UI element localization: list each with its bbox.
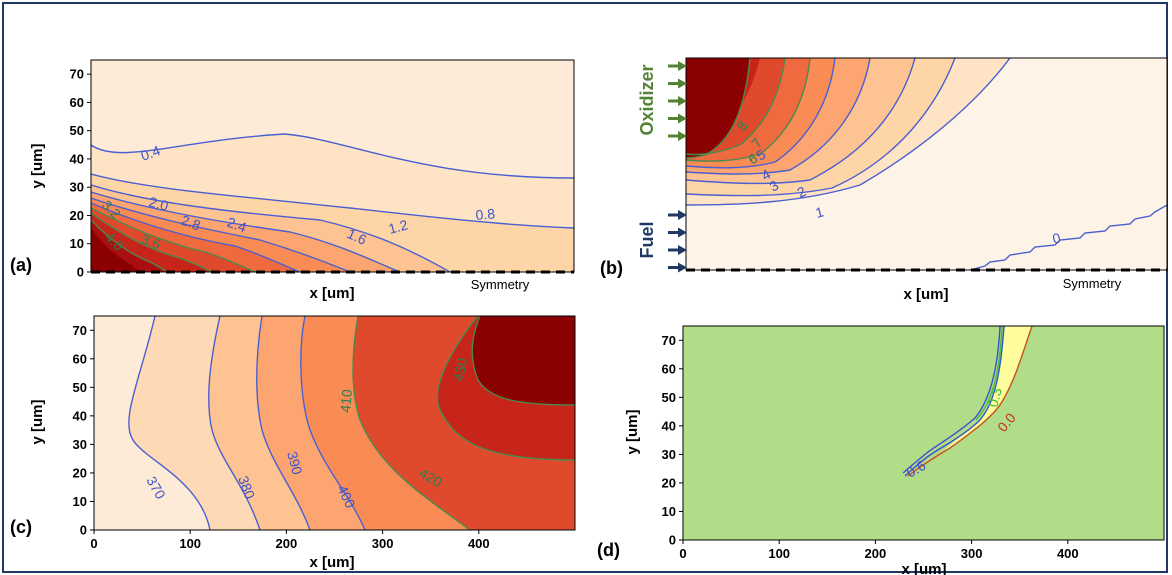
panel-d-y-tick-label: 20 [662,475,676,490]
panel-d-axes-frame [682,325,1165,541]
fuel-arrow-icon [668,262,687,273]
panel-c-y-label: y [um] [29,399,46,444]
panel-d-y-tick-label: 70 [662,333,676,348]
fuel-arrow-icon [668,227,687,238]
panel-a-contour-label: 2.0 [147,193,170,214]
panel-a-contour-lines [91,133,574,272]
panel-c-label: (c) [10,517,32,537]
panel-b-label: (b) [600,258,623,278]
panel-a-y-label: y [um] [29,143,46,188]
panel-c-x-tick-label: 100 [179,536,201,551]
panel-a-contour-label: 3.6 [139,231,163,253]
panel-a-contour-label: 0.8 [475,205,496,223]
panel-b-contour-lines [686,58,1167,270]
panel-c-y-tick-label: 40 [73,408,87,423]
panel-c-x-tick-label: 0 [90,536,97,551]
panel-c-x-label: x [um] [310,554,355,571]
panel-b-inlet-arrows [668,61,687,273]
panel-b: 0 1 2 3 4 5 6 7 8 Oxidizer Fuel x [um] (… [600,57,1168,303]
panel-a-x-label: x [um] [310,285,355,302]
panel-c-contour-label: 380 [235,474,258,502]
panel-c-x-tick-label: 400 [468,536,490,551]
fuel-label: Fuel [637,221,657,258]
oxidizer-arrow-icon [668,131,687,141]
panel-a-y-tick-label: 70 [70,67,84,82]
panel-a-y-tick-label: 10 [70,236,84,251]
oxidizer-arrow-icon [668,96,687,106]
panel-c-x-tick-label: 300 [372,536,394,551]
panel-a-contour-label: 0.4 [139,142,163,164]
panel-d-y-tick-label: 30 [662,447,676,462]
panel-d-y-tick-label: 10 [662,504,676,519]
panel-a-y-ticks: 0 10 20 30 40 50 60 70 [70,67,91,280]
panel-d-x-tick-label: 300 [961,546,983,561]
panel-a-y-tick-label: 20 [70,208,84,223]
panel-b-contour-label: 0 [1051,229,1063,247]
panel-d-ticks: 0 10 20 30 40 50 60 70 0 100 200 300 400 [662,333,1079,561]
panel-b-symmetry-label: Symmetry [1063,276,1122,291]
panel-d-x-tick-label: 200 [865,546,887,561]
panel-c-contour-fill [94,316,575,530]
panel-d-contour-fill [683,326,1164,540]
oxidizer-label: Oxidizer [637,64,657,135]
panel-d-label: (d) [597,540,620,560]
fuel-arrow-icon [668,245,687,255]
panel-a-y-tick-label: 30 [70,180,84,195]
fuel-arrow-icon [668,210,687,220]
panel-d-contour-label: 0.3 [984,386,1005,409]
panel-c-contour-label: 410 [337,388,355,413]
panel-a-contour-fill [91,60,574,272]
panel-a-label: (a) [10,255,32,275]
panel-c-y-tick-label: 70 [73,323,87,338]
panel-a-y-tick-label: 40 [70,151,84,166]
panel-c-y-tick-label: 10 [73,494,87,509]
panel-c-y-tick-label: 30 [73,437,87,452]
oxidizer-arrow-icon [668,113,687,124]
panel-a-contour-label: 1.6 [345,225,370,248]
panel-c-axes-frame [93,315,576,531]
panel-d-y-tick-label: 40 [662,418,676,433]
panel-d-y-label: y [um] [624,409,641,454]
panel-b-x-label: x [um] [904,286,949,303]
panel-a-contour-label: 2.4 [225,214,249,236]
panel-c-ticks: 0 10 20 30 40 50 60 70 0 100 200 300 400 [73,323,490,551]
panel-d-y-tick-label: 50 [662,390,676,405]
panel-c-y-tick-label: 20 [73,465,87,480]
panel-d-x-tick-label: 0 [679,546,686,561]
panel-c-y-tick-label: 50 [73,380,87,395]
panel-d-x-tick-label: 400 [1057,546,1079,561]
panel-a-y-tick-label: 50 [70,123,84,138]
panel-c-contour-label: 430 [450,357,470,383]
panel-d-x-label: x [um] [902,561,947,575]
panel-d-y-tick-label: 60 [662,361,676,376]
oxidizer-arrow-icon [668,61,687,71]
panel-a-y-tick-label: 0 [77,265,84,280]
panel-c-y-tick-label: 60 [73,351,87,366]
oxidizer-arrow-icon [668,78,687,89]
panel-c-y-tick-label: 0 [80,523,87,538]
panel-a-y-tick-label: 60 [70,95,84,110]
panel-b-contour-label: 1 [814,203,826,221]
panel-d-contour-lines [902,326,1033,477]
panel-a-symmetry-label: Symmetry [471,277,530,292]
panel-c-contour-label: 390 [284,450,306,477]
panel-c-x-tick-label: 200 [276,536,298,551]
panel-a-contour-label: 1.2 [387,216,410,237]
panel-d-y-tick-label: 0 [669,533,676,548]
panel-a-contour-label: 2.8 [179,212,203,234]
panel-d-x-tick-label: 100 [768,546,790,561]
panel-c-contour-lines [128,316,575,530]
